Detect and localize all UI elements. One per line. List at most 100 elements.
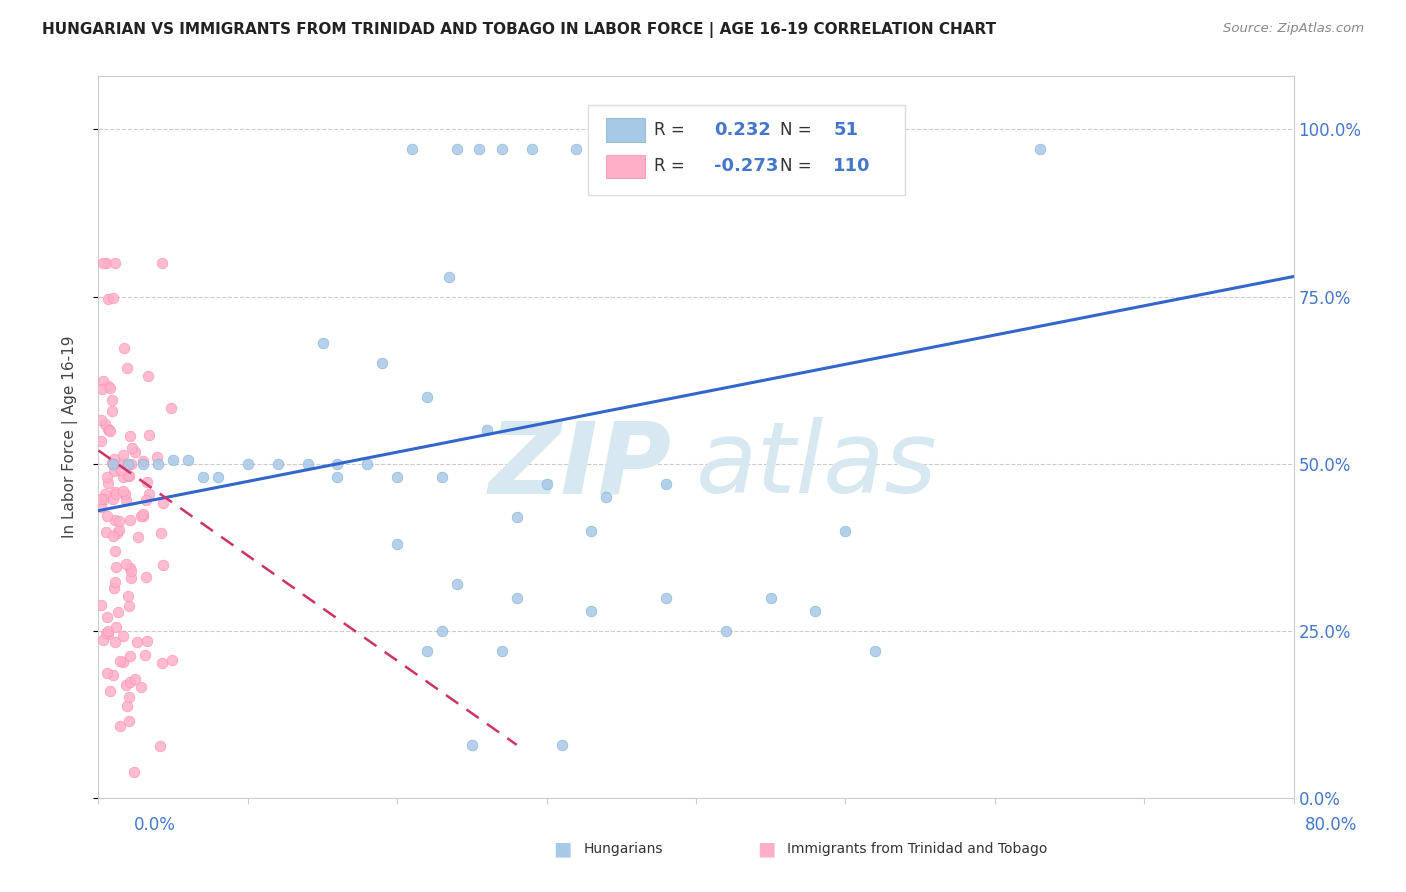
Point <box>430 470 453 484</box>
Point <box>136 368 159 383</box>
Point <box>491 644 513 658</box>
Point <box>117 457 139 471</box>
Point <box>103 464 125 478</box>
Point <box>581 604 603 618</box>
Point <box>117 589 139 603</box>
Point <box>93 487 115 501</box>
Point <box>90 491 112 506</box>
Point <box>90 599 112 613</box>
Point <box>108 654 131 668</box>
Point <box>446 143 468 157</box>
Point <box>91 632 114 647</box>
Point <box>134 648 156 663</box>
Point <box>124 444 146 458</box>
Point <box>101 392 124 407</box>
Point <box>93 492 115 507</box>
FancyBboxPatch shape <box>606 119 644 142</box>
Point <box>117 468 139 483</box>
Point <box>112 341 135 355</box>
Text: atlas: atlas <box>696 417 938 515</box>
Point <box>152 495 174 509</box>
Point <box>91 382 114 396</box>
Point <box>491 143 513 157</box>
Point <box>136 633 159 648</box>
Point <box>834 524 856 538</box>
Text: Source: ZipAtlas.com: Source: ZipAtlas.com <box>1223 22 1364 36</box>
Point <box>90 413 112 427</box>
Point <box>132 508 155 523</box>
Point <box>267 457 290 471</box>
Point <box>103 544 125 558</box>
Point <box>326 457 349 471</box>
Text: 51: 51 <box>834 121 859 139</box>
Point <box>105 526 128 541</box>
Point <box>91 374 114 388</box>
Point <box>110 719 132 733</box>
Point <box>100 424 122 438</box>
Point <box>110 463 132 477</box>
Point <box>97 626 120 640</box>
Point <box>97 379 120 393</box>
Point <box>120 457 142 471</box>
Point <box>468 143 491 157</box>
Point <box>311 336 333 351</box>
Point <box>127 530 149 544</box>
Point <box>105 560 128 574</box>
Point <box>101 529 124 543</box>
Point <box>97 422 120 436</box>
Point <box>1028 143 1050 157</box>
Point <box>446 577 468 591</box>
Point <box>371 356 394 371</box>
FancyBboxPatch shape <box>589 104 905 195</box>
Text: 0.0%: 0.0% <box>134 816 176 834</box>
Point <box>385 537 409 551</box>
Point <box>101 491 124 506</box>
Point <box>159 401 181 416</box>
Point <box>149 526 172 541</box>
Point <box>135 475 157 490</box>
Text: R =: R = <box>654 157 690 175</box>
Point <box>865 644 887 658</box>
Point <box>401 143 423 157</box>
Point <box>506 510 529 524</box>
Point <box>112 629 135 643</box>
Point <box>135 569 157 583</box>
Text: ■: ■ <box>756 839 776 859</box>
Point <box>149 739 172 753</box>
Point <box>150 657 173 671</box>
Point <box>118 690 141 704</box>
Point <box>162 453 184 467</box>
Point <box>115 678 138 692</box>
Point <box>326 470 349 484</box>
Point <box>124 673 146 687</box>
Point <box>655 591 678 605</box>
Point <box>98 684 121 698</box>
Text: ■: ■ <box>553 839 572 859</box>
Point <box>127 635 149 649</box>
Text: 0.232: 0.232 <box>714 121 770 139</box>
Point <box>98 381 121 395</box>
Point <box>118 561 141 575</box>
Point <box>103 452 125 467</box>
Point <box>506 591 529 605</box>
Point <box>108 523 131 537</box>
Point <box>121 442 143 456</box>
Point <box>595 491 617 505</box>
Text: N =: N = <box>779 121 817 139</box>
Point <box>120 675 142 690</box>
Point <box>101 292 124 306</box>
Point <box>93 256 115 270</box>
Point <box>416 644 439 658</box>
Point <box>152 558 174 573</box>
Point <box>138 487 160 501</box>
Point <box>104 513 127 527</box>
Point <box>90 434 112 448</box>
Point <box>104 487 127 501</box>
Text: 80.0%: 80.0% <box>1305 816 1357 834</box>
Point <box>96 626 118 640</box>
Point <box>96 610 118 624</box>
Point <box>536 476 558 491</box>
Point <box>439 269 461 284</box>
Point <box>104 620 127 634</box>
Point <box>148 457 170 471</box>
